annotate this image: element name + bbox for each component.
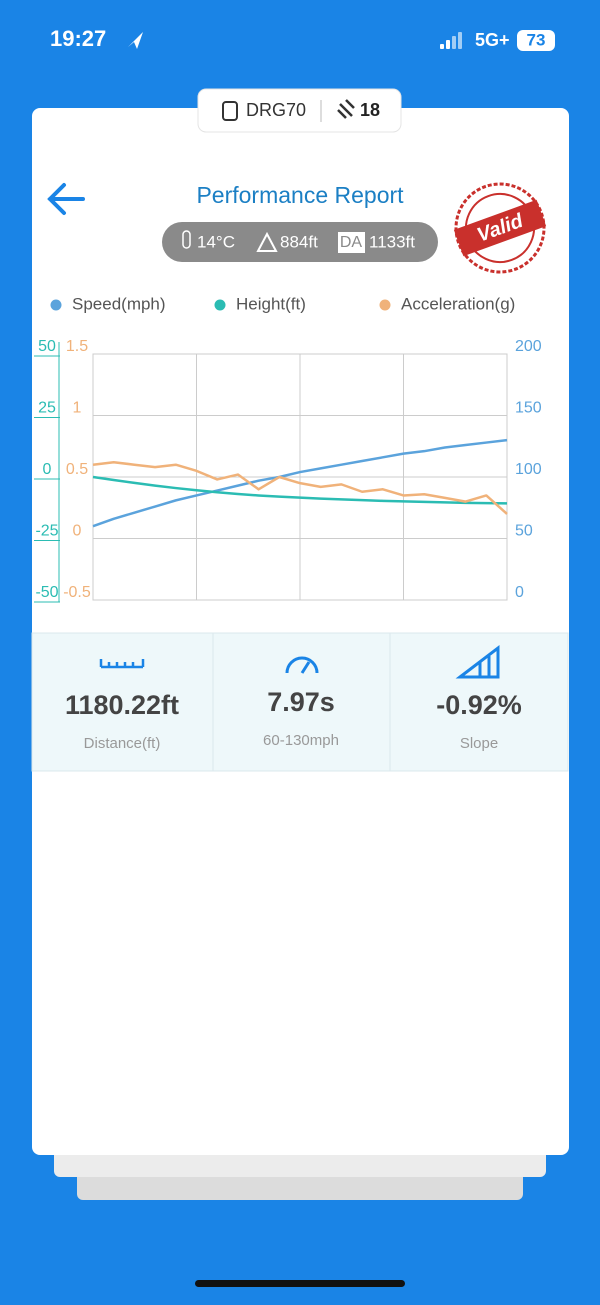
stat-label: Distance(ft) xyxy=(84,735,161,752)
battery xyxy=(517,30,555,51)
y-tick-label: -25 xyxy=(35,523,58,540)
stats-panel xyxy=(31,632,569,772)
stat-value: 7.97s xyxy=(267,687,335,717)
legend-marker xyxy=(214,299,226,311)
report-card xyxy=(32,108,569,1155)
y2-tick-label: 50 xyxy=(515,523,533,540)
series-line xyxy=(92,460,508,515)
y-tick-label: 50 xyxy=(38,338,56,355)
network: 5G+ xyxy=(475,30,510,50)
elevation: 884ft xyxy=(280,232,318,251)
signal-icon xyxy=(440,32,462,49)
temperature: 14°C xyxy=(197,232,235,251)
y2-tick-label: 200 xyxy=(515,338,542,355)
legend-label: Speed(mph) xyxy=(72,294,166,313)
y3-tick-label: 1.5 xyxy=(66,338,88,355)
slope-icon xyxy=(455,644,500,679)
legend-label: Acceleration(g) xyxy=(401,294,515,313)
stat-value: -0.92% xyxy=(436,690,522,720)
y-tick-label: 25 xyxy=(38,400,56,417)
stat-value: 1180.22ft xyxy=(65,690,179,720)
da-label: DA xyxy=(340,234,363,251)
series-line xyxy=(92,438,508,528)
ruler-icon xyxy=(99,659,145,669)
y3-tick-label: 0 xyxy=(73,523,82,540)
device-tag[interactable] xyxy=(197,88,402,133)
y-tick-label: 0 xyxy=(43,461,52,478)
y2-tick-label: 100 xyxy=(515,461,542,478)
device-count: 18 xyxy=(360,100,380,120)
chart: Speed(mph) Height(ft) Acceleration(g) -50 -2… xyxy=(34,294,542,603)
device-icon xyxy=(222,101,238,121)
legend-marker xyxy=(50,299,62,311)
legend-label: Height(ft) xyxy=(236,294,306,313)
title: Performance Report xyxy=(196,182,404,208)
y2-tick-label: 0 xyxy=(515,584,524,601)
y3-tick-label: 1 xyxy=(73,400,82,417)
clock: 19:27 xyxy=(50,26,106,51)
y2-tick-label: 150 xyxy=(515,400,542,417)
density-altitude: 1133ft xyxy=(369,232,415,251)
count-icon xyxy=(337,99,355,119)
da-badge xyxy=(338,232,365,253)
y3-tick-label: 0.5 xyxy=(66,461,88,478)
thermometer-icon xyxy=(182,230,191,249)
y3-tick-label: -0.5 xyxy=(63,584,91,601)
home-indicator xyxy=(195,1280,405,1287)
stats: 1180.22ft Distance(ft) 7.97s 60-130mph -0.92… xyxy=(65,687,522,752)
mountain-icon xyxy=(256,231,278,252)
conditions-pill xyxy=(162,222,438,262)
legend-marker xyxy=(379,299,391,311)
back-button[interactable] xyxy=(47,183,85,215)
device-name: DRG70 xyxy=(246,100,306,120)
battery-level: 73 xyxy=(527,30,546,49)
stat-label: 60-130mph xyxy=(263,732,339,749)
gauge-icon xyxy=(285,656,319,674)
y-tick-label: -50 xyxy=(35,584,58,601)
series-line xyxy=(92,475,508,505)
location-icon xyxy=(128,32,143,49)
stat-label: Slope xyxy=(460,735,498,752)
